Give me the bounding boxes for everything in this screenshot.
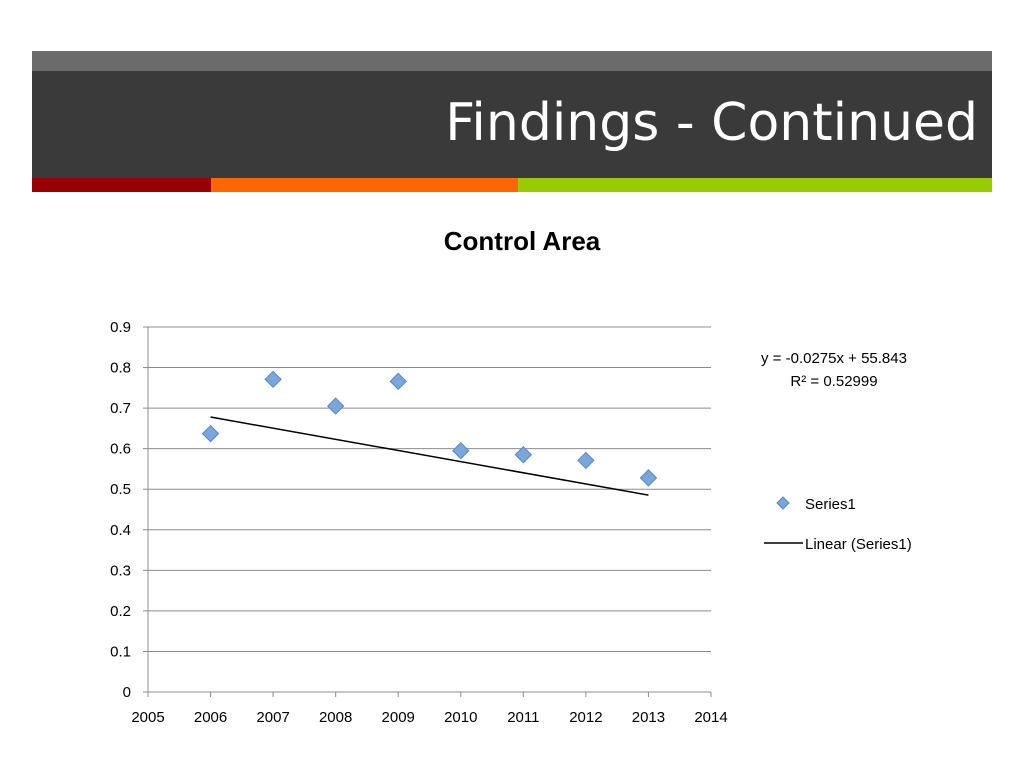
stripe-red [32, 178, 211, 192]
y-tick-label-3: 0.3 [110, 562, 131, 579]
x-tick-label-4: 2009 [382, 709, 415, 726]
legend-trendline-label: Linear (Series1) [805, 536, 912, 553]
chart-legend: Series1 Linear (Series1) [764, 496, 912, 553]
y-tick-label-2: 0.2 [110, 603, 131, 620]
data-point-2012 [577, 451, 595, 470]
y-tick-label-1: 0.1 [110, 643, 131, 660]
legend-series-label: Series1 [805, 496, 856, 513]
x-tick-label-0: 2005 [131, 709, 164, 726]
x-tick-label-2: 2007 [256, 709, 289, 726]
x-tick-label-9: 2014 [694, 709, 727, 726]
legend-diamond-icon [776, 496, 790, 510]
data-point-2006 [201, 424, 220, 443]
slide-title: Findings - Continued [445, 93, 978, 153]
x-tick-label-8: 2013 [632, 709, 665, 726]
trendline-equation: y = -0.0275x + 55.843 [761, 350, 907, 367]
y-tick-label-7: 0.7 [110, 400, 131, 417]
stripe-green [518, 178, 992, 192]
y-tick-label-5: 0.5 [110, 481, 131, 498]
x-tick-label-3: 2008 [319, 709, 352, 726]
x-tick-label-1: 2006 [194, 709, 227, 726]
data-points [201, 370, 658, 487]
slide-header: Findings - Continued [32, 71, 992, 178]
data-point-2011 [514, 446, 533, 464]
trendline-r-squared: R² = 0.52999 [790, 373, 877, 390]
data-point-2010 [452, 441, 470, 460]
chart-grid [148, 326, 711, 652]
y-tick-label-4: 0.4 [110, 522, 131, 539]
chart-title: Control Area [444, 226, 601, 256]
data-point-2007 [264, 370, 282, 389]
stripe-orange [211, 178, 518, 192]
y-tick-label-0: 0 [123, 684, 131, 701]
y-tick-label-9: 0.9 [110, 319, 131, 336]
data-point-2013 [639, 469, 658, 487]
x-tick-label-6: 2011 [507, 709, 539, 726]
x-tick-label-7: 2012 [569, 709, 602, 726]
chart-axes: 0 0.1 0.2 0.3 0.4 0.5 0.6 0.7 0.8 0.9 2005 2006 2007… [110, 319, 728, 726]
y-tick-label-6: 0.6 [110, 441, 131, 458]
header-top-bar [32, 51, 992, 71]
data-point-2009 [389, 372, 407, 391]
y-tick-label-8: 0.8 [110, 360, 131, 377]
x-tick-label-5: 2010 [444, 709, 477, 726]
data-point-2008 [326, 397, 345, 415]
trendline-layer [210, 416, 649, 496]
trendline [210, 416, 649, 496]
